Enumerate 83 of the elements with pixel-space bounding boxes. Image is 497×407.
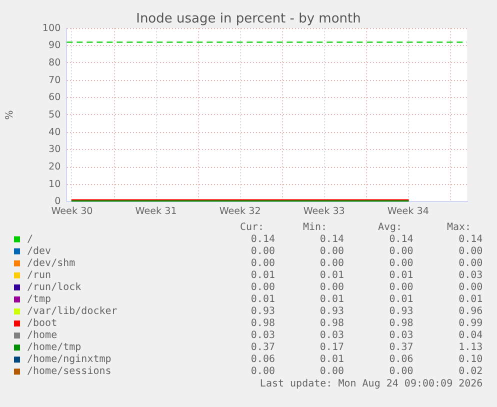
legend-label: /home/sessions [27,366,112,378]
y-axis-title: % [4,110,16,120]
text: 0.00 [458,282,483,294]
text: 0.14 [250,234,275,245]
text: 0.03 [458,270,483,281]
text: 0.93 [250,306,275,318]
chart-title: Inode usage in percent - by month [136,11,361,26]
text: 0.14 [389,234,414,245]
text: 0.00 [389,282,414,294]
y-tick-label: 60 [48,92,61,104]
text: 0.00 [389,246,414,257]
text: 0.01 [458,294,483,306]
text: 0.96 [458,306,483,318]
text: 0.03 [320,330,344,342]
text: 0.01 [250,270,275,281]
legend-label: /run/lock [27,282,82,294]
text: 0.00 [389,366,414,378]
text: 0.17 [320,342,344,354]
legend-label: /home/tmp [27,342,82,354]
x-tick-label: Week 31 [135,206,177,217]
text: 0.00 [320,258,344,269]
text: 0.00 [320,366,344,378]
text: 0.00 [250,258,275,269]
x-tick-label: Week 33 [303,206,345,217]
text: 0.00 [458,246,483,257]
text: 0.98 [389,318,414,330]
text: 0.98 [250,318,275,330]
text: 0.01 [320,354,344,366]
y-tick-label: 80 [48,57,61,68]
text: 0.14 [458,234,483,245]
text: 0.02 [458,366,483,378]
text: 0.06 [250,354,275,366]
text: 0.00 [320,246,344,257]
y-tick-label: 50 [48,110,61,120]
text: 0.00 [458,258,483,269]
y-tick-label: 0 [54,196,61,208]
y-tick-label: 20 [48,162,61,173]
text: 0.03 [389,330,414,342]
text: Last update: Mon Aug 24 09:00:09 2026 [260,378,483,390]
text: 0.99 [458,318,483,330]
y-tick-label: 30 [48,144,61,156]
text: Cur: [240,222,264,233]
text: 0.14 [320,234,344,245]
text: Max: [447,222,472,233]
legend-label: /boot [27,318,58,330]
text: 0.93 [320,306,344,318]
x-tick-label: Week 30 [51,206,93,217]
text: 0.93 [389,306,414,318]
y-tick-label: 10 [48,178,61,190]
y-tick-label: 100 [42,22,61,34]
y-tick-label: 90 [48,40,61,52]
legend-label: / [27,234,34,245]
text: 0.10 [458,354,483,366]
text: 0.01 [389,294,414,306]
legend-label: /tmp [27,294,52,306]
text: 0.37 [389,342,414,354]
legend-label: /run [27,270,52,281]
text: 0.37 [250,342,275,354]
x-tick-label: Week 34 [387,206,429,217]
text: Avg: [378,222,402,233]
legend-label: /var/lib/docker [27,306,118,318]
x-tick-label: Week 32 [219,206,261,217]
legend-label: /home/nginxtmp [27,354,112,366]
text: 0.01 [320,270,344,281]
legend-label: /dev/shm [27,258,76,269]
text: 0.00 [250,282,275,294]
text: 0.04 [458,330,483,342]
text: 0.03 [250,330,275,342]
legend-label: /home [27,330,58,342]
text: 0.00 [250,246,275,257]
text: 0.00 [250,366,275,378]
text: 0.01 [389,270,414,281]
legend-label: /dev [27,246,52,257]
text: 0.01 [320,294,344,306]
text: 0.00 [389,258,414,269]
y-tick-label: 40 [48,126,61,138]
text: 0.98 [320,318,344,330]
text: 1.13 [458,342,483,354]
text: 0.06 [389,354,414,366]
text: Min: [303,222,328,233]
text: 0.00 [320,282,344,294]
text: 0.01 [250,294,275,306]
y-tick-label: 70 [48,74,61,86]
